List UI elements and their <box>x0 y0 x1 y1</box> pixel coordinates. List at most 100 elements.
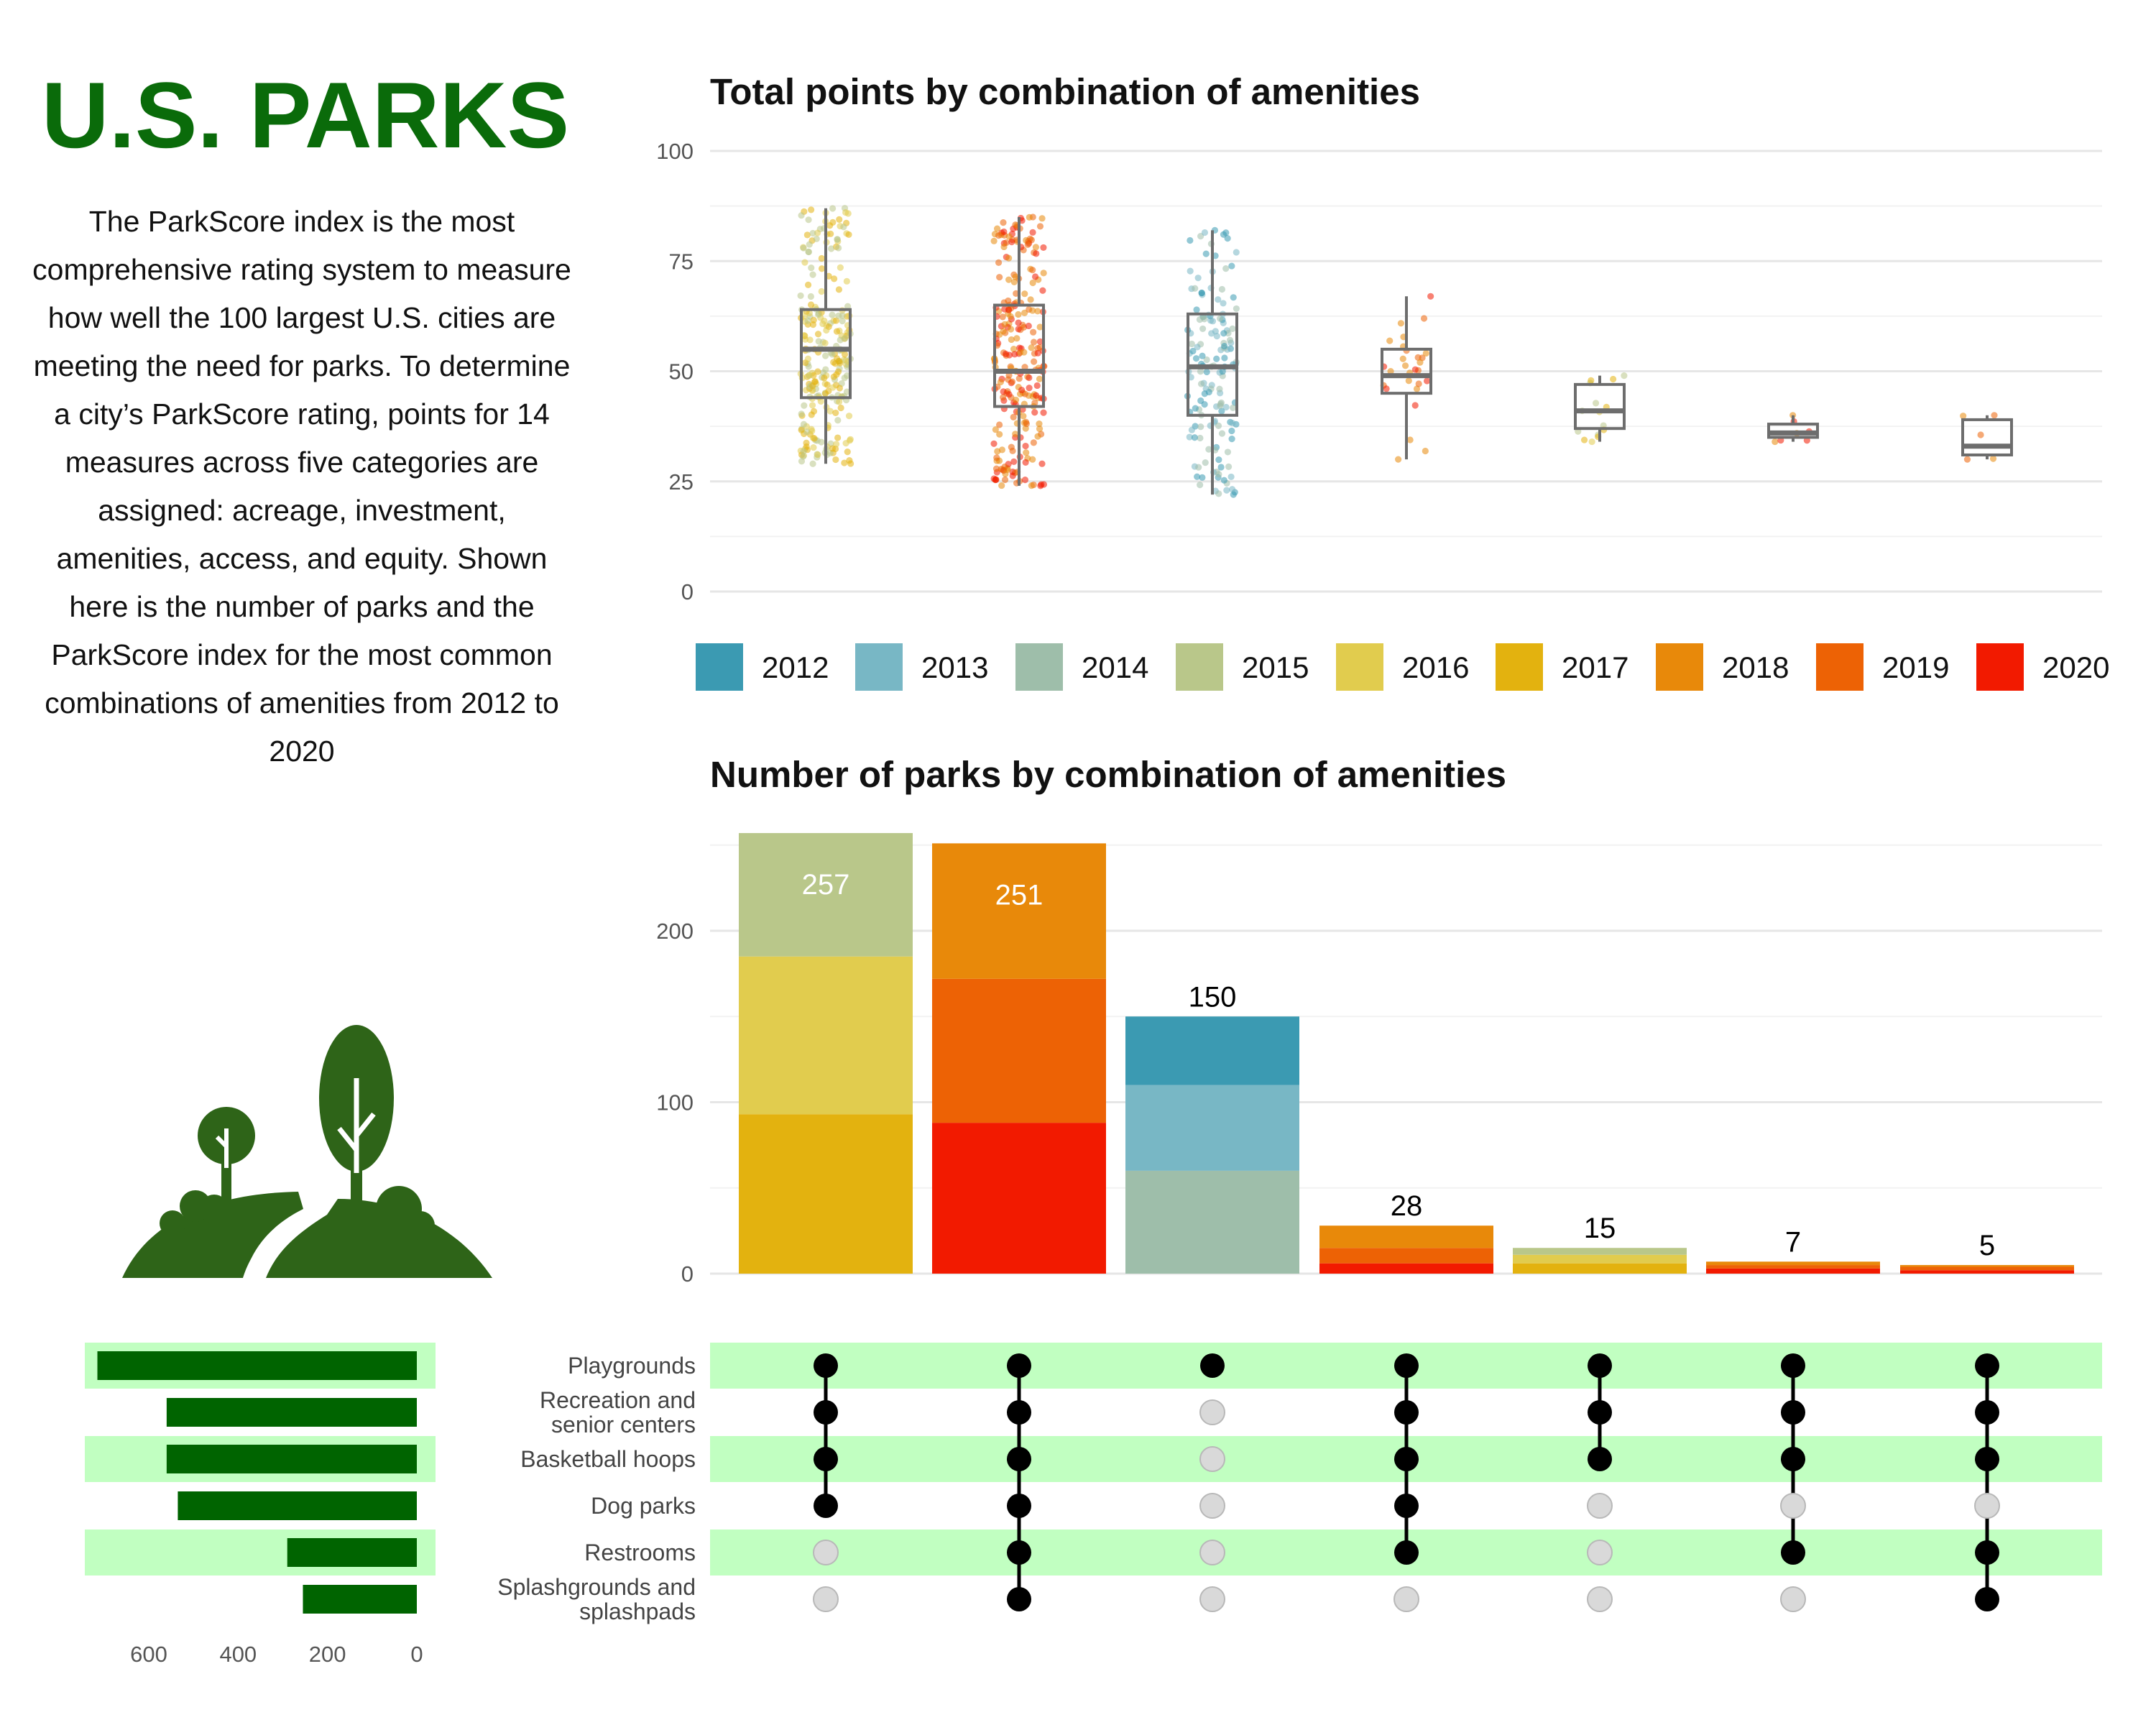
data-point <box>1215 471 1222 478</box>
legend-label: 2020 <box>2042 650 2109 684</box>
data-point <box>1029 267 1036 274</box>
data-point <box>843 277 850 285</box>
data-point <box>1009 472 1016 479</box>
data-point <box>1197 368 1204 375</box>
data-point <box>1000 388 1007 395</box>
dot-filled <box>1781 1447 1805 1471</box>
data-point <box>797 292 804 300</box>
data-point <box>996 421 1003 428</box>
dot-filled <box>1781 1540 1805 1565</box>
data-point <box>1220 477 1227 484</box>
data-point <box>1610 375 1617 383</box>
data-point <box>1397 320 1404 327</box>
bar-total-label: 150 <box>1189 981 1237 1013</box>
data-point <box>998 446 1006 454</box>
data-point <box>995 259 1003 266</box>
data-point <box>1005 297 1012 305</box>
dot-empty <box>1199 1586 1225 1612</box>
data-point <box>1422 447 1429 455</box>
data-point <box>1218 430 1226 437</box>
bar-segment-2017 <box>1513 1263 1687 1274</box>
data-point <box>1188 340 1195 348</box>
data-point <box>1228 436 1235 443</box>
bar-total-label: 28 <box>1391 1190 1423 1222</box>
data-point <box>1199 352 1206 359</box>
box-iqr <box>993 303 1045 408</box>
data-point <box>1031 358 1038 365</box>
data-point <box>1010 346 1018 353</box>
data-point <box>1013 335 1021 342</box>
data-point <box>801 259 808 266</box>
data-point <box>835 244 842 252</box>
data-point <box>1399 355 1406 362</box>
data-point <box>1031 409 1038 416</box>
dot-empty <box>1199 1493 1225 1519</box>
x-tick-label: 0 <box>410 1642 423 1667</box>
bar-total-label: 257 <box>802 869 850 901</box>
dot-filled <box>1975 1540 1999 1565</box>
dot-filled <box>1394 1540 1419 1565</box>
data-point <box>1010 413 1017 420</box>
data-point <box>1023 449 1030 456</box>
bush-right-2 <box>406 1211 435 1240</box>
data-point <box>1621 372 1628 380</box>
row-label: Dog parks <box>591 1493 696 1519</box>
data-point <box>1229 419 1236 427</box>
data-point <box>800 448 807 455</box>
data-point <box>1215 456 1222 464</box>
data-point <box>1192 285 1199 292</box>
data-point <box>1960 413 1967 420</box>
data-point <box>1202 385 1210 392</box>
data-point <box>809 460 816 467</box>
dot-empty <box>1393 1586 1419 1612</box>
set-size-bar <box>97 1351 417 1380</box>
data-point <box>1039 287 1046 294</box>
data-point <box>1002 350 1010 358</box>
bar-total-labels: 257 251 150 28 15 7 5 <box>802 869 1996 1261</box>
data-point <box>815 311 822 318</box>
stacked-bars <box>739 833 2074 1274</box>
data-point <box>1188 426 1195 433</box>
data-point <box>829 384 837 391</box>
bar-segment-2020 <box>1706 1268 1880 1274</box>
data-point <box>835 357 843 365</box>
data-point <box>811 435 818 442</box>
data-point <box>1386 337 1393 344</box>
data-point <box>1036 426 1044 433</box>
dot-filled <box>1781 1353 1805 1378</box>
data-point <box>1772 438 1779 446</box>
data-point <box>844 303 852 310</box>
data-point <box>1215 490 1222 497</box>
data-point <box>1222 264 1230 272</box>
data-point <box>1000 328 1007 335</box>
legend-label: 2016 <box>1402 650 1469 684</box>
data-point <box>1189 347 1197 355</box>
data-point <box>1025 322 1032 330</box>
data-point <box>809 271 816 278</box>
bar-total-label: 15 <box>1584 1213 1616 1244</box>
data-point <box>1411 366 1419 373</box>
legend-swatch-2018 <box>1656 643 1703 691</box>
data-point <box>995 232 1003 239</box>
dot-empty <box>813 1586 839 1612</box>
bar-total-label: 7 <box>1785 1226 1801 1258</box>
data-point <box>830 373 837 380</box>
data-point <box>821 339 829 346</box>
data-point <box>1008 239 1015 246</box>
data-point <box>1000 243 1008 251</box>
chart-title: Total points by combination of amenities <box>710 71 1420 112</box>
x-tick-label: 600 <box>130 1642 167 1667</box>
data-point <box>1192 405 1199 412</box>
data-point <box>1198 289 1205 297</box>
data-point <box>1032 244 1039 251</box>
y-tick-label: 100 <box>656 139 694 164</box>
dot-empty <box>1587 1493 1613 1519</box>
data-point <box>1008 443 1015 451</box>
dot-empty <box>1780 1586 1806 1612</box>
data-point <box>806 336 814 344</box>
data-point <box>1203 356 1210 364</box>
dot-filled <box>1007 1540 1031 1565</box>
data-point <box>1202 459 1209 466</box>
bar-segment-2018 <box>1706 1261 1880 1266</box>
